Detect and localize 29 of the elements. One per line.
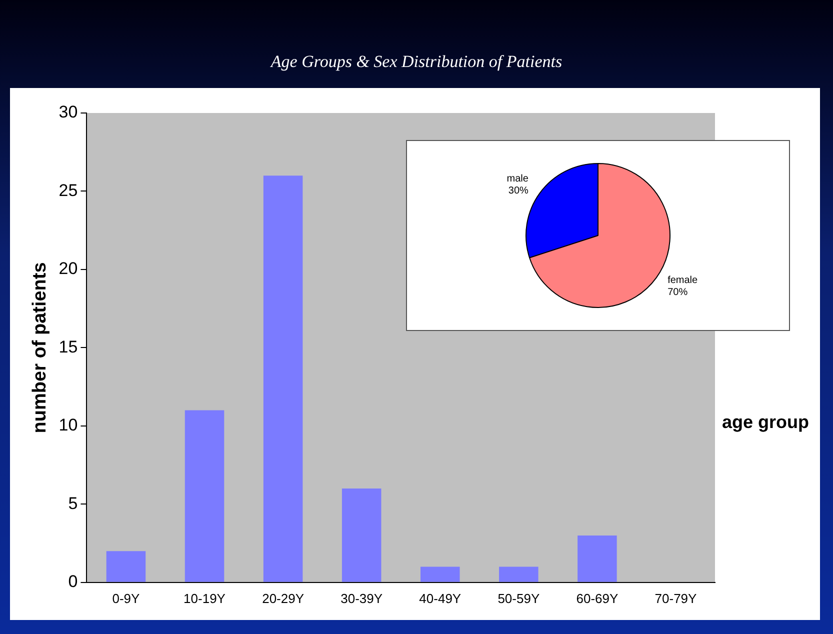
x-tick-label: 30-39Y bbox=[340, 590, 383, 606]
bar bbox=[106, 551, 146, 582]
bar bbox=[342, 488, 382, 582]
slice-label: female bbox=[668, 274, 698, 286]
y-axis-title: number of patients bbox=[30, 262, 51, 434]
x-axis-title: age group bbox=[722, 412, 810, 433]
bar bbox=[499, 566, 538, 582]
x-tick-label: 10-19Y bbox=[184, 590, 226, 606]
bar bbox=[184, 410, 224, 582]
bar bbox=[420, 566, 460, 582]
data-label: 70% bbox=[668, 286, 688, 298]
y-tick-label: 0 bbox=[68, 572, 78, 592]
y-tick-label: 10 bbox=[58, 416, 78, 435]
data-label: 30% bbox=[508, 186, 529, 197]
y-tick-label: 30 bbox=[58, 102, 78, 122]
x-tick-label: 50-59Y bbox=[498, 590, 540, 606]
y-tick-label: 20 bbox=[58, 259, 78, 278]
slice-label: male bbox=[506, 174, 529, 185]
x-tick-label: 20-29Y bbox=[262, 590, 304, 606]
y-tick-label: 15 bbox=[58, 337, 78, 356]
bar bbox=[263, 176, 303, 582]
x-tick-label: 60-69Y bbox=[576, 590, 618, 606]
chart-title: Age Groups & Sex Distribution of Patients bbox=[269, 52, 564, 72]
x-tick-label: 40-49Y bbox=[419, 590, 462, 606]
bar bbox=[578, 535, 617, 582]
x-tick-label: 0-9Y bbox=[112, 590, 140, 606]
y-tick-label: 25 bbox=[58, 180, 78, 200]
y-tick-label: 5 bbox=[68, 494, 78, 513]
x-tick-label: 70-79Y bbox=[654, 590, 698, 606]
